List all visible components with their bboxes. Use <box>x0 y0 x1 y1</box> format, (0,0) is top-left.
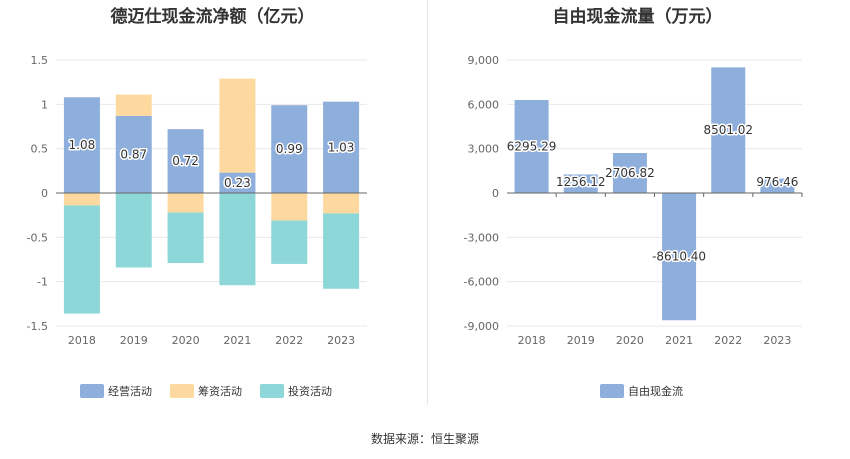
bar-investing <box>271 220 308 264</box>
data-label: 0.23 <box>224 176 251 190</box>
data-label: 0.72 <box>172 154 199 168</box>
legend-swatch <box>170 384 194 398</box>
y-tick-label: -6,000 <box>464 276 499 289</box>
bar-operating <box>167 129 204 193</box>
legend-swatch <box>600 384 624 398</box>
y-tick-label: -1 <box>37 276 48 289</box>
bar-financing <box>219 78 256 173</box>
data-label: 2706.82 <box>605 166 655 180</box>
bar-investing <box>63 205 100 314</box>
y-tick-label: 9,000 <box>468 54 500 67</box>
bar-investing <box>323 213 360 289</box>
bar-financing <box>323 193 360 214</box>
y-tick-label: 1 <box>41 98 48 111</box>
y-tick-label: 1.5 <box>31 54 49 67</box>
data-label: -8610.40 <box>652 250 706 264</box>
x-tick-label: 2018 <box>518 334 546 347</box>
bar-investing <box>115 193 152 268</box>
legend-label: 自由现金流 <box>628 384 683 398</box>
x-tick-label: 2019 <box>120 334 148 347</box>
data-label: 976.46 <box>756 175 798 189</box>
data-label: 1.08 <box>69 138 96 152</box>
legend-label: 经营活动 <box>108 384 152 398</box>
x-tick-label: 2018 <box>68 334 96 347</box>
bar-operating <box>115 115 152 193</box>
x-tick-label: 2021 <box>665 334 693 347</box>
x-tick-label: 2022 <box>275 334 303 347</box>
x-tick-label: 2022 <box>714 334 742 347</box>
x-tick-label: 2020 <box>172 334 200 347</box>
x-tick-label: 2023 <box>763 334 791 347</box>
bar-operating <box>323 101 360 193</box>
bar-fcf <box>612 152 647 193</box>
cashflow-chart-title: 德迈仕现金流净额（亿元） <box>110 7 315 27</box>
legend-label: 投资活动 <box>288 384 332 398</box>
bar-fcf <box>563 174 598 193</box>
y-tick-label: 3,000 <box>468 143 500 156</box>
y-tick-label: 0 <box>41 187 48 200</box>
y-tick-label: 6,000 <box>468 98 500 111</box>
bar-operating <box>63 97 100 193</box>
data-label: 0.87 <box>120 147 147 161</box>
data-label: 1256.12 <box>556 175 606 189</box>
bar-investing <box>167 212 204 264</box>
bar-fcf <box>514 99 549 193</box>
bar-financing <box>167 193 204 213</box>
y-tick-label: 0 <box>492 187 499 200</box>
bar-financing <box>271 193 308 221</box>
data-label: 6295.29 <box>507 139 557 153</box>
bar-fcf <box>711 67 746 193</box>
bar-fcf <box>662 193 697 321</box>
fcf-chart-title: 自由现金流量（万元） <box>552 7 723 27</box>
y-tick-label: -9,000 <box>464 320 499 333</box>
data-label: 0.99 <box>276 142 303 156</box>
bar-operating <box>219 172 256 193</box>
y-tick-label: -1.5 <box>27 320 48 333</box>
x-tick-label: 2021 <box>223 334 251 347</box>
data-label: 1.03 <box>328 140 355 154</box>
bar-operating <box>271 105 308 193</box>
legend-swatch <box>260 384 284 398</box>
bar-fcf <box>760 178 795 193</box>
y-tick-label: 0.5 <box>31 143 49 156</box>
x-tick-label: 2019 <box>567 334 595 347</box>
legend-swatch <box>80 384 104 398</box>
y-tick-label: -0.5 <box>27 231 48 244</box>
x-tick-label: 2020 <box>616 334 644 347</box>
y-tick-label: -3,000 <box>464 231 499 244</box>
x-tick-label: 2023 <box>327 334 355 347</box>
bar-financing <box>63 193 100 206</box>
data-label: 8501.02 <box>703 123 753 137</box>
bar-financing <box>115 94 152 116</box>
legend-label: 筹资活动 <box>198 384 242 398</box>
chart-divider <box>427 0 428 405</box>
data-source-label: 数据来源：恒生聚源 <box>370 432 479 446</box>
bar-investing <box>219 193 256 286</box>
